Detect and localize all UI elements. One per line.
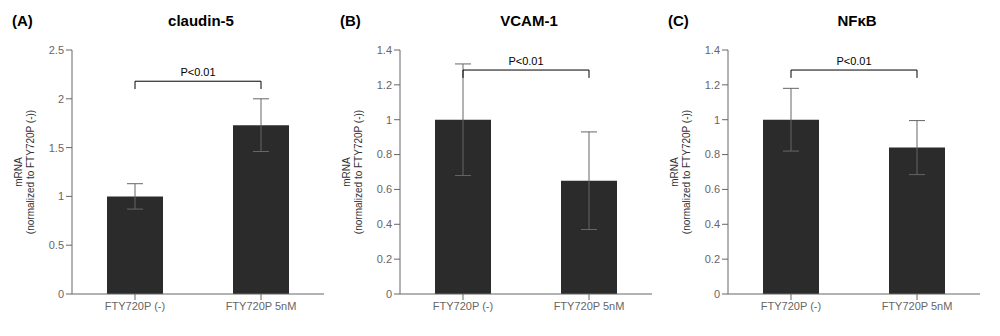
svg-text:1: 1 (714, 114, 720, 126)
svg-text:2.5: 2.5 (49, 44, 64, 56)
html-text:claudin-5: claudin-5 (168, 12, 234, 29)
svg-text:FTY720P (-): FTY720P (-) (433, 300, 493, 312)
svg-text:P<0.01: P<0.01 (180, 66, 215, 78)
svg-text:0.8: 0.8 (705, 148, 720, 160)
html-text:(B): (B) (340, 12, 361, 29)
svg-text:mRNA(normalized to FTY720P (-): mRNA(normalized to FTY720P (-)) (341, 110, 364, 234)
svg-text:FTY720P (-): FTY720P (-) (105, 300, 165, 312)
html-text:VCAM-1: VCAM-1 (500, 12, 558, 29)
svg-text:0: 0 (386, 288, 392, 300)
svg-text:P<0.01: P<0.01 (508, 55, 543, 67)
svg-text:0.6: 0.6 (377, 183, 392, 195)
svg-text:0: 0 (714, 288, 720, 300)
svg-text:1.4: 1.4 (377, 44, 392, 56)
svg-text:1.2: 1.2 (377, 79, 392, 91)
svg-text:0.6: 0.6 (705, 183, 720, 195)
svg-text:FTY720P 5nM: FTY720P 5nM (882, 300, 953, 312)
html-text:(C): (C) (668, 12, 689, 29)
svg-text:0.2: 0.2 (377, 253, 392, 265)
html-text:NFκB: NFκB (837, 12, 877, 29)
svg-text:1.5: 1.5 (49, 142, 64, 154)
svg-text:0.4: 0.4 (705, 218, 720, 230)
svg-text:P<0.01: P<0.01 (836, 55, 871, 67)
html-text:(A): (A) (12, 12, 33, 29)
svg-text:2: 2 (58, 93, 64, 105)
svg-text:0: 0 (58, 288, 64, 300)
svg-text:1.2: 1.2 (705, 79, 720, 91)
svg-text:mRNA(normalized to FTY720P (-): mRNA(normalized to FTY720P (-)) (13, 110, 36, 234)
svg-text:FTY720P 5nM: FTY720P 5nM (554, 300, 625, 312)
svg-text:0.4: 0.4 (377, 218, 392, 230)
svg-text:1: 1 (58, 190, 64, 202)
svg-text:mRNA(normalized to FTY720P (-): mRNA(normalized to FTY720P (-)) (669, 110, 692, 234)
svg-text:1: 1 (386, 114, 392, 126)
svg-text:0.8: 0.8 (377, 148, 392, 160)
svg-text:FTY720P (-): FTY720P (-) (761, 300, 821, 312)
svg-text:FTY720P 5nM: FTY720P 5nM (226, 300, 297, 312)
svg-text:0.5: 0.5 (49, 239, 64, 251)
svg-text:0.2: 0.2 (705, 253, 720, 265)
svg-text:1.4: 1.4 (705, 44, 720, 56)
